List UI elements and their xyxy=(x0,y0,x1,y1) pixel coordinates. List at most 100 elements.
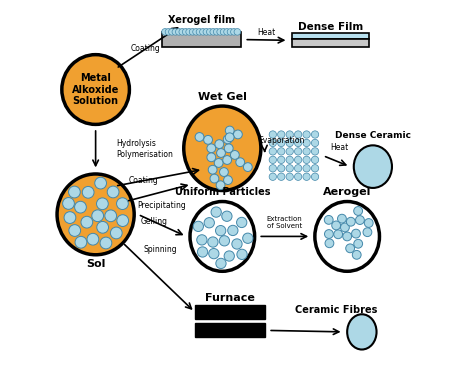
Circle shape xyxy=(227,28,234,35)
Circle shape xyxy=(286,139,293,147)
Text: Xerogel film: Xerogel film xyxy=(168,15,235,25)
Circle shape xyxy=(232,239,242,249)
Circle shape xyxy=(311,165,319,172)
Circle shape xyxy=(243,233,253,243)
Circle shape xyxy=(220,28,227,35)
Circle shape xyxy=(231,28,237,35)
Circle shape xyxy=(303,165,310,172)
Circle shape xyxy=(195,132,204,141)
Circle shape xyxy=(278,156,285,164)
Circle shape xyxy=(294,173,302,181)
Circle shape xyxy=(224,251,234,261)
Text: Wet Gel: Wet Gel xyxy=(198,92,247,102)
Circle shape xyxy=(294,148,302,155)
Circle shape xyxy=(215,140,224,148)
Circle shape xyxy=(219,168,228,176)
Circle shape xyxy=(204,218,214,228)
Circle shape xyxy=(105,210,117,222)
Circle shape xyxy=(269,139,276,147)
Circle shape xyxy=(286,131,293,138)
Circle shape xyxy=(228,225,238,236)
Circle shape xyxy=(346,217,355,226)
Text: Spinning: Spinning xyxy=(143,245,177,254)
Circle shape xyxy=(332,221,340,230)
Circle shape xyxy=(269,131,276,138)
Circle shape xyxy=(223,135,232,144)
Circle shape xyxy=(74,201,86,213)
Circle shape xyxy=(69,186,80,198)
Circle shape xyxy=(97,221,109,233)
Circle shape xyxy=(230,151,239,159)
Text: Hydrolysis
Polymerisation: Hydrolysis Polymerisation xyxy=(116,139,173,159)
Circle shape xyxy=(294,165,302,172)
Circle shape xyxy=(303,139,310,147)
Text: Furnace: Furnace xyxy=(205,293,255,303)
Circle shape xyxy=(210,28,217,35)
Circle shape xyxy=(269,148,276,155)
Circle shape xyxy=(175,28,182,35)
Circle shape xyxy=(325,230,333,238)
Circle shape xyxy=(117,198,128,209)
Circle shape xyxy=(224,176,232,185)
Circle shape xyxy=(286,173,293,181)
Circle shape xyxy=(311,173,319,181)
Text: Ceramic Fibres: Ceramic Fibres xyxy=(295,305,377,315)
Ellipse shape xyxy=(190,202,255,271)
Circle shape xyxy=(204,135,212,144)
Circle shape xyxy=(81,216,93,228)
Circle shape xyxy=(197,235,207,245)
Text: Sol: Sol xyxy=(86,259,105,269)
Circle shape xyxy=(216,181,225,189)
Circle shape xyxy=(217,28,223,35)
Circle shape xyxy=(209,249,219,259)
Text: Uniform Particles: Uniform Particles xyxy=(174,187,270,197)
Circle shape xyxy=(234,28,241,35)
Circle shape xyxy=(162,28,168,35)
Text: Heat: Heat xyxy=(330,143,348,152)
Circle shape xyxy=(69,225,81,236)
Circle shape xyxy=(186,28,192,35)
Circle shape xyxy=(182,28,189,35)
Circle shape xyxy=(343,232,352,241)
Circle shape xyxy=(303,173,310,181)
Circle shape xyxy=(75,236,87,248)
Text: Metal
Alkoxide
Solution: Metal Alkoxide Solution xyxy=(72,73,119,106)
Circle shape xyxy=(286,148,293,155)
Circle shape xyxy=(97,198,108,210)
Circle shape xyxy=(223,156,232,164)
Circle shape xyxy=(172,28,179,35)
Circle shape xyxy=(354,206,363,215)
Bar xyxy=(195,305,264,319)
Circle shape xyxy=(210,174,219,183)
Circle shape xyxy=(82,186,94,198)
Circle shape xyxy=(311,148,319,155)
Circle shape xyxy=(64,212,76,223)
Circle shape xyxy=(63,198,74,209)
Ellipse shape xyxy=(184,106,261,191)
Text: Dense Film: Dense Film xyxy=(298,22,363,32)
Text: Gelling: Gelling xyxy=(141,217,168,226)
Circle shape xyxy=(87,233,99,245)
Text: Coating: Coating xyxy=(131,44,161,53)
Circle shape xyxy=(208,165,217,174)
Circle shape xyxy=(214,159,223,167)
Circle shape xyxy=(216,225,226,236)
Circle shape xyxy=(352,229,360,238)
Circle shape xyxy=(286,156,293,164)
Circle shape xyxy=(352,250,361,259)
Circle shape xyxy=(278,148,285,155)
Circle shape xyxy=(346,244,355,253)
Circle shape xyxy=(179,28,185,35)
Text: Evaporation: Evaporation xyxy=(258,136,304,145)
Circle shape xyxy=(311,131,319,138)
Circle shape xyxy=(208,237,218,247)
Circle shape xyxy=(278,139,285,147)
Circle shape xyxy=(294,131,302,138)
Ellipse shape xyxy=(354,145,392,188)
Circle shape xyxy=(100,237,112,249)
Text: Aerogel: Aerogel xyxy=(323,187,371,197)
Circle shape xyxy=(169,28,175,35)
Circle shape xyxy=(354,239,363,248)
Circle shape xyxy=(225,126,234,135)
Circle shape xyxy=(110,227,122,239)
